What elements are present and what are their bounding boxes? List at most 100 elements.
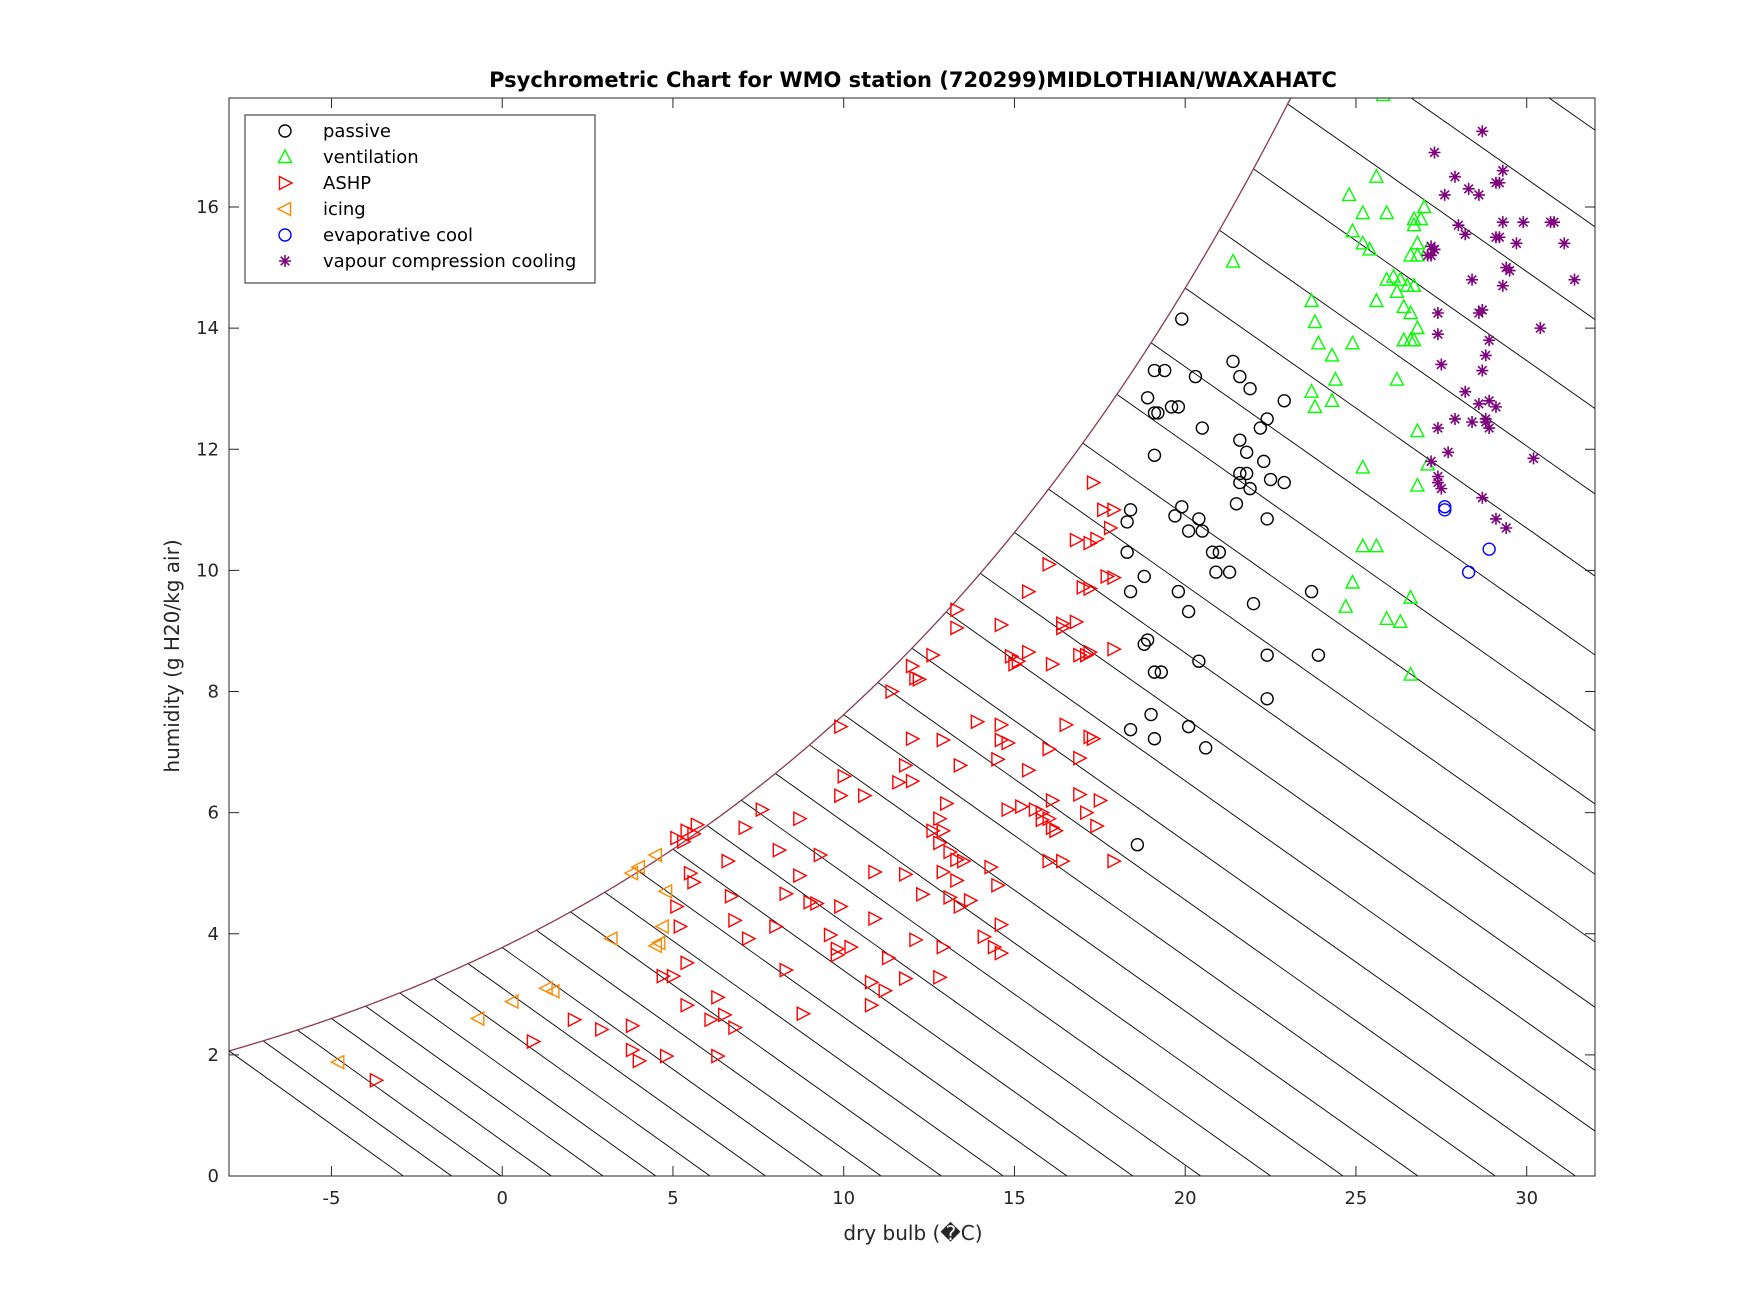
series-0 — [1120, 312, 1326, 852]
data-point — [1073, 786, 1088, 803]
data-point — [1459, 228, 1472, 241]
legend-label: ventilation — [323, 147, 419, 168]
data-point — [1260, 412, 1274, 426]
enthalpy-line — [945, 611, 1595, 1071]
data-point — [943, 844, 959, 860]
enthalpy-line — [1219, 229, 1595, 495]
data-point — [1558, 237, 1571, 250]
enthalpy-lines — [229, 98, 1595, 1176]
enthalpy-line — [399, 992, 657, 1176]
data-point — [1428, 146, 1441, 159]
data-point — [1222, 565, 1237, 579]
data-point — [779, 962, 795, 978]
series-2 — [369, 474, 1123, 1088]
enthalpy-line — [740, 799, 1271, 1176]
data-point — [711, 1048, 726, 1064]
data-point — [650, 935, 666, 951]
data-point — [1233, 433, 1247, 447]
data-point — [933, 835, 948, 851]
data-point — [1307, 313, 1323, 329]
enthalpy-line — [1048, 488, 1595, 875]
data-point — [670, 898, 685, 915]
data-point — [1147, 732, 1162, 746]
data-point — [834, 788, 849, 804]
data-point — [1517, 216, 1530, 229]
data-point — [912, 671, 928, 688]
data-point — [1341, 186, 1357, 202]
series-3 — [329, 847, 673, 1070]
data-point — [1171, 584, 1186, 599]
data-point — [690, 817, 706, 833]
data-point — [936, 939, 952, 955]
data-point — [939, 795, 955, 812]
data-point — [1147, 363, 1162, 378]
data-point — [1140, 391, 1155, 405]
data-point — [1425, 455, 1438, 468]
data-point — [657, 883, 673, 900]
data-point — [1431, 470, 1444, 483]
data-point — [1435, 482, 1448, 495]
x-tick-label: 20 — [1174, 1188, 1197, 1209]
data-point — [994, 917, 1010, 933]
data-point — [936, 823, 952, 839]
data-point — [994, 617, 1010, 633]
data-point — [724, 888, 740, 904]
data-point — [1413, 210, 1429, 226]
data-point — [1056, 616, 1071, 632]
legend: passive ventilation ASHP icing evaporative c… — [244, 114, 596, 284]
data-point — [834, 898, 849, 915]
data-point — [1015, 798, 1030, 815]
data-point — [1260, 512, 1274, 526]
data-point — [1137, 569, 1151, 584]
data-point — [1192, 512, 1206, 526]
data-point — [1120, 515, 1134, 529]
data-point — [953, 898, 969, 915]
data-point — [1226, 354, 1240, 369]
data-point — [1083, 644, 1099, 660]
data-point — [1008, 656, 1023, 672]
data-point — [1344, 573, 1361, 589]
data-point — [755, 801, 771, 818]
series-5 — [1421, 125, 1581, 534]
legend-label: ASHP — [323, 173, 371, 194]
data-point — [728, 1019, 743, 1036]
data-point — [676, 834, 692, 850]
data-point — [1389, 371, 1405, 386]
data-point — [1103, 520, 1119, 536]
data-point — [916, 886, 931, 903]
data-point — [1021, 762, 1037, 778]
data-point — [1472, 188, 1485, 201]
data-point — [950, 620, 965, 636]
data-point — [1188, 369, 1203, 384]
data-point — [1402, 666, 1419, 681]
data-point — [1503, 264, 1516, 277]
data-point — [933, 969, 948, 986]
data-point — [602, 930, 618, 947]
enthalpy-line — [638, 871, 1068, 1176]
data-point — [1175, 312, 1189, 326]
data-point — [1355, 537, 1371, 553]
data-point — [1392, 613, 1408, 629]
data-point — [1527, 452, 1540, 465]
data-point — [1257, 454, 1271, 469]
data-point — [898, 970, 914, 987]
data-point — [526, 1033, 542, 1050]
data-point — [647, 847, 663, 863]
data-point — [656, 968, 672, 984]
data-point — [977, 929, 993, 945]
data-point — [892, 774, 907, 791]
data-point — [970, 714, 986, 730]
y-tick-label: 16 — [196, 197, 219, 218]
data-point — [595, 1021, 610, 1038]
data-point — [1459, 385, 1472, 398]
data-point — [868, 910, 883, 927]
data-point — [680, 997, 696, 1013]
data-point — [1277, 394, 1291, 408]
enthalpy-line — [1082, 442, 1595, 805]
enthalpy-line — [570, 911, 942, 1176]
data-point — [1431, 422, 1444, 435]
data-point — [1233, 369, 1247, 384]
data-point — [772, 842, 788, 858]
data-point — [1086, 731, 1102, 747]
data-point — [1568, 273, 1581, 286]
